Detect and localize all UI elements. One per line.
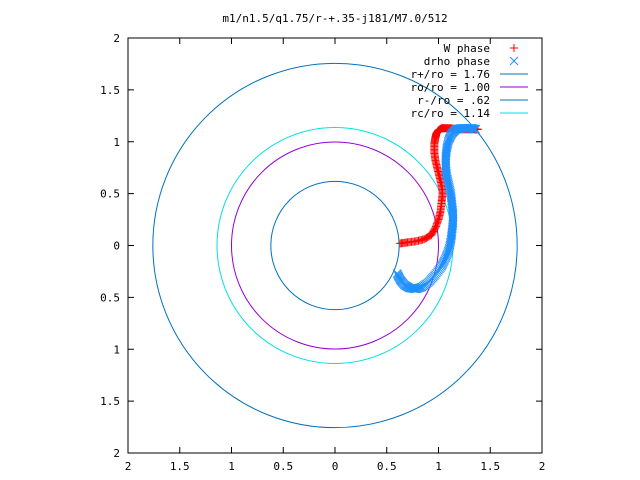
drho-phase-point <box>471 124 481 134</box>
reference-circle <box>216 127 454 364</box>
x-tick-label: 1.5 <box>170 460 190 473</box>
x-tick-label: 0.5 <box>377 460 397 473</box>
y-tick-label: 1 <box>113 136 120 149</box>
y-tick-label: 2 <box>113 447 120 460</box>
phase-points <box>392 123 482 294</box>
reference-circle <box>152 62 518 429</box>
y-tick-label: 0.5 <box>100 291 120 304</box>
y-tick-label: 1.5 <box>100 395 120 408</box>
chart-title: m1/n1.5/q1.75/r-+.35-j181/M7.0/512 <box>222 12 447 25</box>
reference-circle <box>270 180 400 311</box>
legend-swatch <box>510 44 518 52</box>
legend-label: drho phase <box>424 55 490 68</box>
legend-label: r+/ro = 1.76 <box>411 68 490 81</box>
legend-swatch <box>509 56 519 66</box>
y-tick-label: 0 <box>113 240 120 253</box>
y-tick-label: 2 <box>113 32 120 45</box>
x-tick-label: 2 <box>125 460 132 473</box>
axis-ticks: 2 1.5 1 0.5 0 0.5 1 1.5 221.510.500.511.52 <box>100 32 545 473</box>
legend-label: W phase <box>444 42 490 55</box>
y-tick-label: 1.5 <box>100 84 120 97</box>
x-tick-label: 0 <box>332 460 339 473</box>
x-tick-label: 1 <box>435 460 442 473</box>
x-tick-label: 1.5 <box>480 460 500 473</box>
legend-label: ro/ro = 1.00 <box>411 81 490 94</box>
x-tick-label: 0.5 <box>273 460 293 473</box>
x-tick-label: 2 <box>539 460 546 473</box>
legend-label: r-/ro = .62 <box>417 94 490 107</box>
legend-label: rc/ro = 1.14 <box>411 107 491 120</box>
x-tick-label: 1 <box>228 460 235 473</box>
reference-circles <box>152 62 518 429</box>
y-tick-label: 0.5 <box>100 188 120 201</box>
reference-circle <box>231 141 439 350</box>
y-tick-label: 1 <box>113 343 120 356</box>
